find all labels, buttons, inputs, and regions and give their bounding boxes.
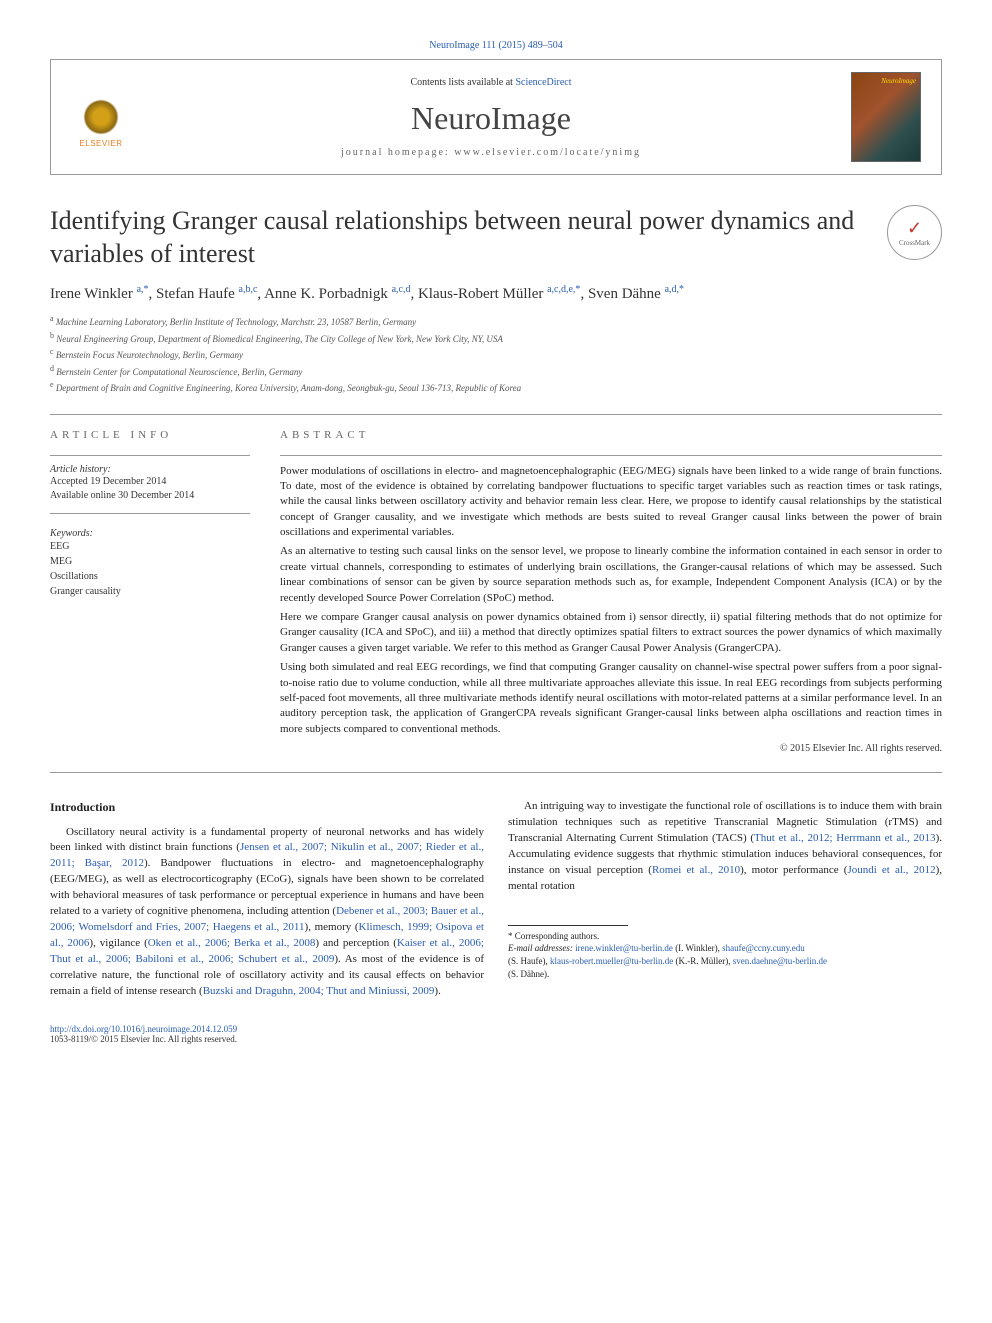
body-text: ), motor performance (	[740, 864, 847, 876]
sciencedirect-link[interactable]: ScienceDirect	[515, 77, 571, 88]
authors-line: Irene Winkler a,*, Stefan Haufe a,b,c, A…	[50, 284, 942, 303]
article-info-panel: ARTICLE INFO Article history: Accepted 1…	[50, 429, 250, 755]
citation-link[interactable]: Romei et al., 2010	[652, 864, 740, 876]
body-text: ), memory (	[305, 921, 359, 933]
body-paragraph: An intriguing way to investigate the fun…	[508, 799, 942, 895]
introduction-heading: Introduction	[50, 799, 484, 816]
contents-prefix: Contents lists available at	[410, 77, 515, 88]
article-info-heading: ARTICLE INFO	[50, 429, 250, 441]
abstract-text: Power modulations of oscillations in ele…	[280, 464, 942, 738]
history-label: Article history:	[50, 464, 250, 475]
issn-line: 1053-8119/© 2015 Elsevier Inc. All right…	[50, 1034, 237, 1044]
page-footer: http://dx.doi.org/10.1016/j.neuroimage.2…	[50, 1024, 942, 1044]
doi-link[interactable]: http://dx.doi.org/10.1016/j.neuroimage.2…	[50, 1024, 237, 1034]
email-link[interactable]: irene.winkler@tu-berlin.de	[575, 943, 673, 953]
keywords-label: Keywords:	[50, 528, 250, 539]
crossmark-icon: ✓	[907, 218, 922, 239]
author-initials: (I. Winkler),	[673, 943, 722, 953]
citation-link[interactable]: Buzski and Draguhn, 2004; Thut and Miniu…	[203, 985, 435, 997]
citation-link[interactable]: Thut et al., 2012; Herrmann et al., 2013	[754, 832, 936, 844]
email-addresses: E-mail addresses: irene.winkler@tu-berli…	[508, 942, 942, 980]
copyright-line: © 2015 Elsevier Inc. All rights reserved…	[280, 743, 942, 754]
author-initials: (S. Haufe),	[508, 956, 550, 966]
footnotes: * Corresponding authors. E-mail addresse…	[508, 930, 942, 980]
keywords-list: EEGMEGOscillationsGranger causality	[50, 539, 250, 599]
elsevier-logo[interactable]: ELSEVIER	[71, 82, 131, 152]
corresponding-label: * Corresponding authors.	[508, 930, 942, 943]
abstract-divider	[280, 455, 942, 456]
email-link[interactable]: shaufe@ccny.cuny.edu	[722, 943, 805, 953]
journal-citation[interactable]: NeuroImage 111 (2015) 489–504	[50, 40, 942, 51]
citation-link[interactable]: Oken et al., 2006; Berka et al., 2008	[148, 937, 316, 949]
elsevier-label: ELSEVIER	[79, 139, 122, 148]
body-text: ), vigilance (	[89, 937, 147, 949]
elsevier-tree-icon	[76, 87, 126, 137]
abstract-panel: ABSTRACT Power modulations of oscillatio…	[280, 429, 942, 755]
body-text: of cognitive phenomena, including attent…	[135, 905, 336, 917]
journal-header: ELSEVIER Contents lists available at Sci…	[50, 59, 942, 175]
footnote-divider	[508, 925, 628, 926]
email-link[interactable]: klaus-robert.mueller@tu-berlin.de	[550, 956, 673, 966]
cover-title: NeuroImage	[881, 77, 916, 85]
crossmark-label: CrossMark	[899, 239, 930, 247]
email-link[interactable]: sven.daehne@tu-berlin.de	[733, 956, 827, 966]
body-paragraph: Oscillatory neural activity is a fundame…	[50, 825, 484, 1000]
body-text: ).	[434, 985, 440, 997]
journal-homepage[interactable]: journal homepage: www.elsevier.com/locat…	[131, 147, 851, 158]
info-divider	[50, 455, 250, 456]
section-divider	[50, 414, 942, 415]
article-title: Identifying Granger causal relationships…	[50, 205, 867, 270]
online-date: Available online 30 December 2014	[50, 489, 250, 503]
section-divider	[50, 772, 942, 773]
body-text: ) and perception (	[315, 937, 397, 949]
article-body: Introduction Oscillatory neural activity…	[50, 799, 942, 1000]
author-initials: (K.-R. Müller),	[673, 956, 733, 966]
journal-name: NeuroImage	[131, 100, 851, 137]
accepted-date: Accepted 19 December 2014	[50, 475, 250, 489]
email-label: E-mail addresses:	[508, 943, 575, 953]
affiliations: a Machine Learning Laboratory, Berlin In…	[50, 313, 942, 396]
journal-cover-thumbnail[interactable]: NeuroImage	[851, 72, 921, 162]
crossmark-badge[interactable]: ✓ CrossMark	[887, 205, 942, 260]
citation-link[interactable]: Joundi et al., 2012	[847, 864, 935, 876]
contents-line: Contents lists available at ScienceDirec…	[131, 77, 851, 88]
info-divider	[50, 513, 250, 514]
abstract-heading: ABSTRACT	[280, 429, 942, 441]
author-initials: (S. Dähne).	[508, 969, 549, 979]
